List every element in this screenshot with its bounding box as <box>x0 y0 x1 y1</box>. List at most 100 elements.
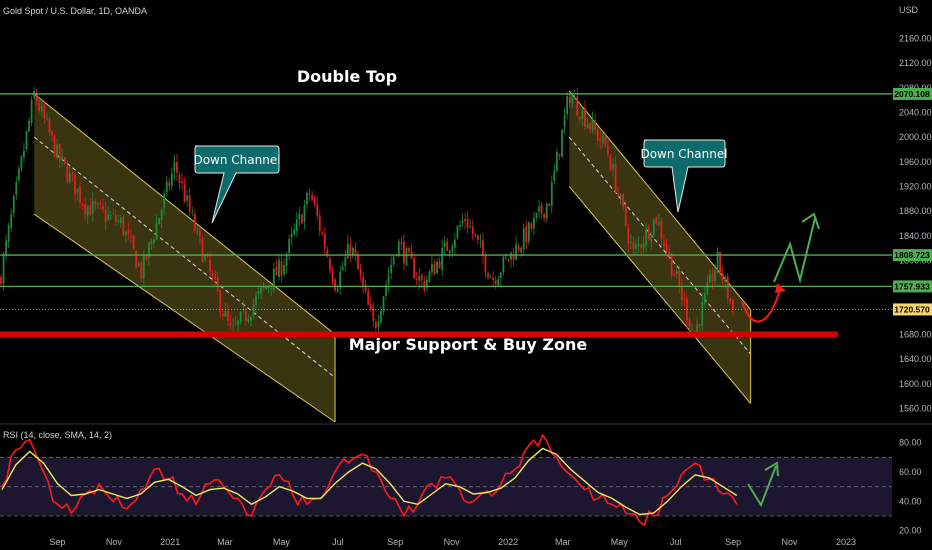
time-tick-label: Sep <box>49 537 65 547</box>
candle-body <box>163 193 166 209</box>
candle-body <box>675 270 678 274</box>
candle-body <box>137 263 140 267</box>
candle-body <box>385 284 387 296</box>
candle-body <box>680 285 683 301</box>
candle-body <box>336 288 339 292</box>
candle-body <box>522 228 525 250</box>
candle-body <box>311 195 313 200</box>
candle-body <box>176 161 178 173</box>
price-pane[interactable] <box>0 86 892 423</box>
candle-body <box>214 275 217 279</box>
channel-mid-line <box>568 136 752 355</box>
candle-body <box>729 298 732 301</box>
candle-body <box>678 270 681 287</box>
candle-body <box>86 206 89 217</box>
candle-body <box>420 274 423 281</box>
candle-body <box>283 265 285 275</box>
support-zone-label: Major Support & Buy Zone <box>349 335 588 354</box>
candle-body <box>308 193 311 195</box>
rsi-green-arrow <box>747 465 777 508</box>
candle-body <box>68 172 71 183</box>
price-tick-label: 2000.000 <box>899 132 932 142</box>
candle-body <box>698 324 701 327</box>
candle-body <box>591 119 594 132</box>
price-levels <box>0 93 892 338</box>
candle-body <box>30 99 33 123</box>
candle-body <box>216 277 219 292</box>
price-tag-label: 2070.108 <box>894 89 930 99</box>
candle-body <box>624 205 627 226</box>
price-tick-label: 2040.000 <box>899 107 932 117</box>
candle-body <box>316 204 319 216</box>
candle-body <box>178 174 181 183</box>
candle-body <box>357 253 359 270</box>
green-projection-arrow <box>773 217 816 284</box>
candle-body <box>731 299 734 310</box>
candle-body <box>165 181 168 193</box>
candle-body <box>265 286 268 290</box>
rsi-tick-label: 60.00 <box>899 467 922 477</box>
candle-body <box>673 274 676 276</box>
candle-body <box>377 321 380 328</box>
time-axis[interactable]: Sep Nov 2021 Mar May Jul Sep Nov 2022 Mar May Jul Se… <box>49 537 856 547</box>
candle-body <box>341 267 344 270</box>
candle-body <box>471 226 474 235</box>
candle-body <box>321 232 324 235</box>
rsi-axis[interactable]: 20.00 40.00 60.00 80.00 <box>899 438 922 536</box>
price-tick-label: 2080.000 <box>899 83 932 93</box>
candle-body <box>74 174 76 195</box>
candle-body <box>670 253 673 276</box>
candle-body <box>538 206 540 212</box>
candle-body <box>285 254 288 267</box>
candle-body <box>25 131 28 150</box>
candle-body <box>61 156 64 159</box>
rsi-pane[interactable] <box>0 433 892 527</box>
candle-body <box>573 97 576 99</box>
callout-down-channel-2[interactable]: Down Channel <box>640 139 728 213</box>
time-tick-label: Mar <box>217 537 233 547</box>
candle-body <box>703 293 706 304</box>
candle-body <box>428 271 431 282</box>
candle-body <box>293 229 296 235</box>
candle-body <box>696 323 699 334</box>
price-tick-label: 1640.000 <box>899 354 932 364</box>
candle-body <box>668 252 670 254</box>
candle-body <box>724 276 727 282</box>
candle-body <box>520 247 523 253</box>
candle-body <box>660 220 663 239</box>
candles <box>0 86 734 336</box>
time-tick-label: 2022 <box>498 537 518 547</box>
candle-body <box>441 247 444 271</box>
candle-body <box>186 195 189 201</box>
candle-body <box>181 181 183 184</box>
candle-body <box>484 254 487 273</box>
price-tick-label: 1560.000 <box>899 403 932 413</box>
time-tick-label: 2021 <box>160 537 180 547</box>
candle-body <box>655 216 658 224</box>
support-band <box>0 331 838 338</box>
price-tick-label: 2120.000 <box>899 58 932 68</box>
candle-body <box>617 192 619 195</box>
candle-body <box>647 227 650 240</box>
candle-body <box>525 226 528 243</box>
callout-down-channel-1[interactable]: Down Channel <box>193 145 281 224</box>
candle-body <box>540 204 543 214</box>
candle-body <box>487 272 489 278</box>
candle-body <box>40 105 43 112</box>
candle-body <box>229 322 232 326</box>
rsi-sma-line <box>1 447 738 516</box>
candle-body <box>425 279 428 288</box>
candle-body <box>443 242 446 247</box>
price-tick-label: 1920.000 <box>899 181 932 191</box>
candle-body <box>415 278 418 280</box>
candle-body <box>53 135 56 157</box>
price-tick-label: 2160.000 <box>899 33 932 43</box>
candle-body <box>109 214 112 216</box>
candle-body <box>278 259 280 277</box>
candle-body <box>499 272 502 279</box>
candle-body <box>561 129 563 158</box>
candle-body <box>403 242 405 264</box>
candle-body <box>658 222 660 225</box>
candle-body <box>627 227 630 244</box>
candle-body <box>119 218 122 224</box>
